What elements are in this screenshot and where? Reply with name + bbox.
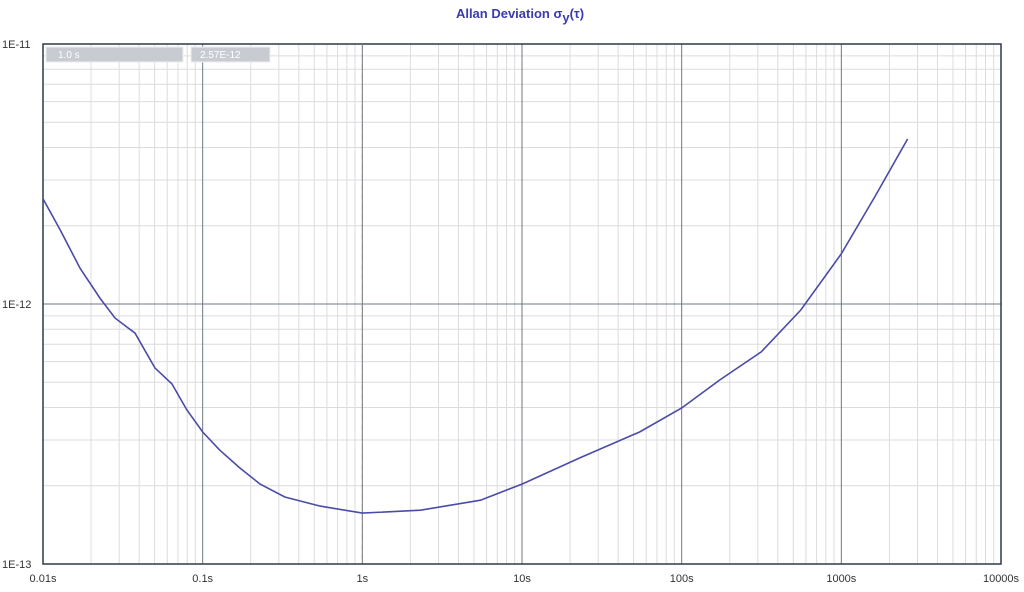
x-tick-label: 100s [670,573,694,585]
x-tick-label: 10000s [983,573,1020,585]
x-tick-label: 10s [513,573,531,585]
cursor-y-label: 2.57E-12 [200,50,241,61]
x-tick-label: 1000s [826,573,856,585]
y-tick-label: 1E-13 [2,559,31,571]
x-tick-label: 0.1s [192,573,213,585]
x-tick-label: 0.01s [30,573,57,585]
title-subscript: y [562,10,570,25]
plot: 1.0 s 2.57E-12 [42,44,909,564]
plot-frame [42,43,1002,565]
chart-title: Allan Deviation σy(τ) [456,6,584,25]
title-main: Allan Deviation σ [456,6,563,21]
x-tick-label: 1s [357,573,369,585]
grid [42,43,1002,565]
y-tick-label: 1E-12 [2,299,31,311]
cursor-box [190,46,271,63]
cursor-x-label: 1.0 s [58,50,80,61]
title-suffix: (τ) [570,6,584,21]
cursor-box [45,46,184,63]
series-line [42,138,909,514]
y-tick-label: 1E-11 [2,39,31,51]
